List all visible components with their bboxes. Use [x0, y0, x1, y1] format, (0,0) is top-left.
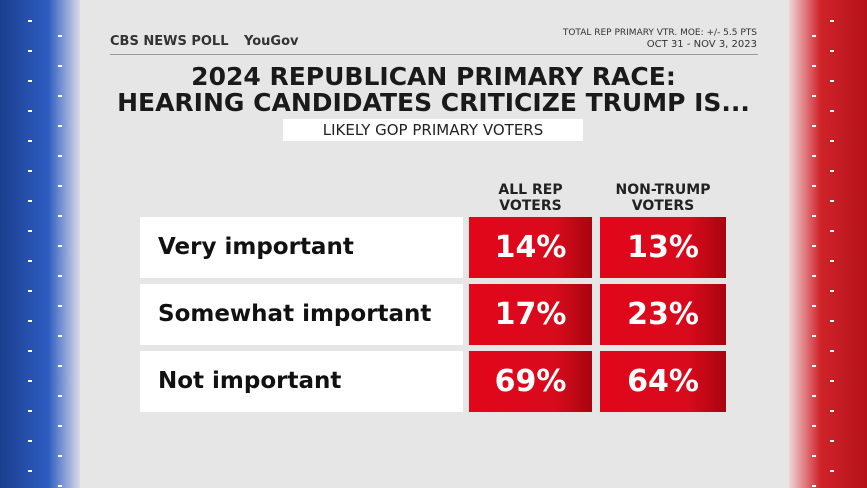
column-header: VOTERS — [499, 198, 562, 214]
stripe-dot — [58, 425, 62, 427]
stripe-dot — [812, 365, 816, 367]
stripe-dot — [58, 485, 62, 487]
stripe-dot — [830, 80, 834, 82]
stripe-dot — [812, 155, 816, 157]
stripe-dot — [28, 470, 32, 472]
stripe-dot — [830, 230, 834, 232]
stripe-dot — [830, 170, 834, 172]
row-label: Very important — [140, 217, 463, 278]
stripe-dot — [58, 185, 62, 187]
stripe-dot — [830, 20, 834, 22]
stripe-dot — [830, 290, 834, 292]
stripe-dot — [812, 245, 816, 247]
stripe-dot — [830, 200, 834, 202]
stripe-dot — [28, 230, 32, 232]
stripe-dot — [830, 140, 834, 142]
value-cell: 64% — [600, 351, 726, 412]
stripe-dot — [58, 305, 62, 307]
stripe-dot — [58, 65, 62, 67]
title: HEARING CANDIDATES CRITICIZE TRUMP IS... — [117, 88, 750, 117]
stripe-dot — [28, 350, 32, 352]
value-cell: 23% — [600, 284, 726, 345]
stripe-dot — [812, 215, 816, 217]
stripe-dot — [830, 50, 834, 52]
header-rule — [110, 54, 758, 55]
stripe-dot — [28, 440, 32, 442]
stripe-dot — [58, 455, 62, 457]
stripe-dot — [58, 275, 62, 277]
partner: YouGov — [244, 34, 299, 49]
column-header: VOTERS — [631, 198, 695, 214]
stripe-dot — [812, 395, 816, 397]
stripe-dot — [58, 155, 62, 157]
stripe-dot — [830, 110, 834, 112]
stripe-dot — [28, 320, 32, 322]
stripe-dot — [58, 35, 62, 37]
value-cell: 13% — [600, 217, 726, 278]
stripe-dot — [812, 335, 816, 337]
right-stripe — [789, 0, 867, 488]
stripe-dot — [830, 320, 834, 322]
subtitle: LIKELY GOP PRIMARY VOTERS — [283, 119, 583, 141]
stripe-dot — [58, 245, 62, 247]
stripe-dot — [812, 35, 816, 37]
stripe-dot — [830, 380, 834, 382]
stripe-dot — [28, 20, 32, 22]
stripe-dot — [28, 80, 32, 82]
stripe-dot — [812, 455, 816, 457]
stripe-dot — [28, 200, 32, 202]
value-cell: 14% — [469, 217, 592, 278]
note: TOTAL REP PRIMARY VTR. MOE: +/- 5.5 PTS — [562, 28, 757, 38]
stripe-dot — [830, 350, 834, 352]
stripe-dot — [28, 380, 32, 382]
note: OCT 31 - NOV 3, 2023 — [646, 39, 757, 50]
stripe-dot — [830, 470, 834, 472]
row-label: Somewhat important — [140, 284, 463, 345]
stripe-dot — [28, 260, 32, 262]
left-stripe — [0, 0, 80, 488]
stripe-dot — [812, 125, 816, 127]
stripe-dot — [830, 410, 834, 412]
value-cell: 17% — [469, 284, 592, 345]
stripe-dot — [812, 95, 816, 97]
stripe-dot — [58, 125, 62, 127]
stripe-dot — [830, 260, 834, 262]
stripe-dot — [28, 140, 32, 142]
stripe-dot — [58, 365, 62, 367]
stripe-dot — [28, 290, 32, 292]
stripe-dot — [812, 65, 816, 67]
stripe-dot — [812, 425, 816, 427]
stripe-dot — [58, 335, 62, 337]
stripe-dot — [58, 215, 62, 217]
title: 2024 REPUBLICAN PRIMARY RACE: — [191, 62, 676, 91]
stripe-dot — [28, 50, 32, 52]
stripe-dot — [28, 110, 32, 112]
stripe-dot — [830, 440, 834, 442]
stripe-dot — [812, 275, 816, 277]
stripe-dot — [58, 395, 62, 397]
column-header: NON-TRUMP — [615, 182, 711, 198]
stripe-dot — [812, 305, 816, 307]
row-label: Not important — [140, 351, 463, 412]
stripe-dot — [28, 170, 32, 172]
stripe-dot — [28, 410, 32, 412]
column-header: ALL REP — [498, 182, 563, 198]
stripe-dot — [812, 185, 816, 187]
stripe-dot — [58, 95, 62, 97]
brand: CBS NEWS POLL — [110, 34, 229, 49]
value-cell: 69% — [469, 351, 592, 412]
stripe-dot — [812, 485, 816, 487]
